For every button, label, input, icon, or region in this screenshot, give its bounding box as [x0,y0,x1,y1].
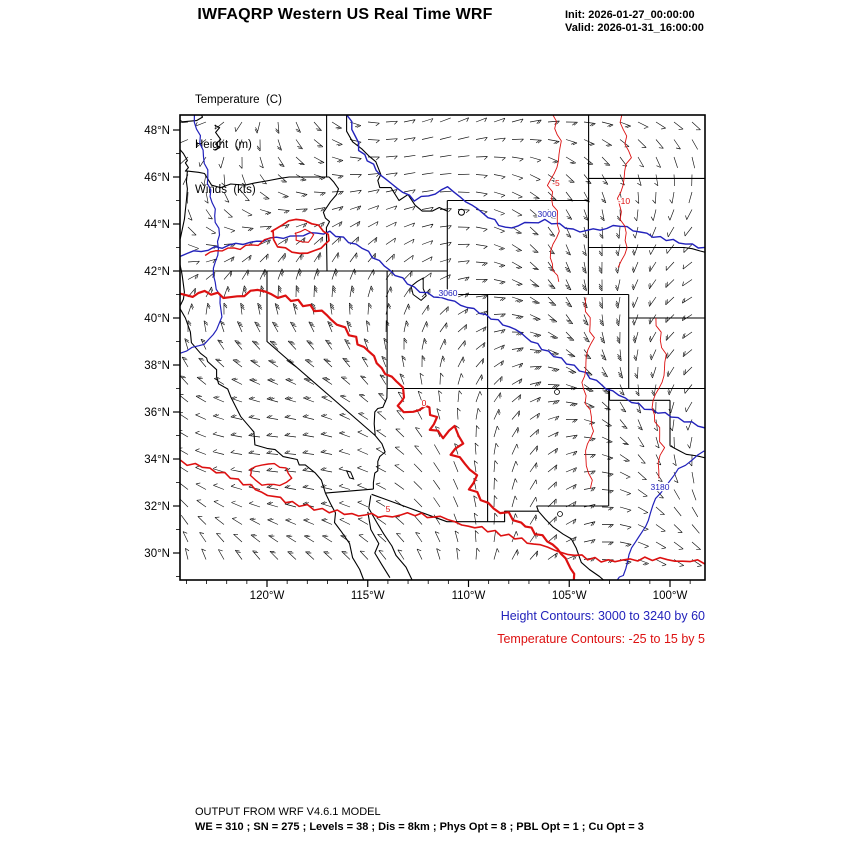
height-contours-caption: Height Contours: 3000 to 3240 by 60 [500,609,705,623]
contour-label: 3180 [651,482,670,492]
state-border-line [588,246,705,253]
temperature-contours-line [180,288,576,580]
temperature-contours-line [204,236,272,257]
lat-tick-label: 46°N [144,172,170,184]
lat-tick-label: 48°N [144,125,170,137]
temperature-contours-line [270,218,330,255]
temperature-contours-line [180,459,705,565]
state-border-line [325,488,374,494]
lon-tick-label: 100°W [653,590,688,602]
state-border-line [536,505,539,512]
state-border-line [371,493,604,580]
height-contours-line [346,115,705,249]
lat-tick-label: 40°N [144,313,170,325]
height-contours-line [180,115,223,354]
temperature-contours-caption: Temperature Contours: -25 to 15 by 5 [497,632,705,646]
lake-outline [410,277,427,302]
state-border-line [372,388,388,490]
temperature-contours: 0 5 -5 -10 [180,115,705,580]
state-border-line [368,495,413,580]
temperature-contours-line [651,317,667,479]
state-border-line [266,271,376,436]
station-marker [554,389,560,395]
valid-timestamp: Valid: 2026-01-31_16:00:00 [565,22,704,34]
lon-tick-label: 120°W [250,590,285,602]
state-border-line [346,115,448,212]
temperature-contours-line [581,297,595,489]
lat-tick-label: 30°N [144,548,170,560]
contour-label: -10 [618,196,631,206]
footer-config-line: WE = 310 ; SN = 275 ; Levels = 38 ; Dis … [195,821,644,833]
legend-temperature: Temperature (C) [195,94,282,106]
footer-model-line: OUTPUT FROM WRF V4.6.1 MODEL [195,806,381,818]
state-border-line [180,115,204,123]
lon-tick-label: 105°W [552,590,587,602]
temperature-contours-line [294,228,315,243]
lon-tick-label: 115°W [351,590,385,602]
lat-tick-label: 38°N [144,360,170,372]
temperature-contours-line [249,462,293,487]
lake-outline [345,470,355,480]
contour-label: 3060 [439,288,458,298]
contour-label: 3000 [538,209,557,219]
state-border-line [187,170,330,189]
temperature-contours-line [546,115,562,282]
height-contours-line [180,230,705,429]
map-frame: 48°N 46°N 44°N 42°N 40°N 38°N 36°N 34°N 32°N 30°N… [144,114,706,602]
height-contours-line [617,450,705,580]
state-border-line [367,511,391,578]
init-timestamp: Init: 2026-01-27_00:00:00 [565,9,695,21]
contour-label: 0 [422,398,427,408]
lat-tick-label: 32°N [144,501,170,513]
map-geography [180,115,705,580]
state-border-line [324,492,365,580]
temperature-contours-line [617,115,632,268]
lon-tick-label: 110°W [452,590,486,602]
state-border-line [669,445,705,459]
state-border-line [180,148,326,494]
height-contours: 3000 3060 3180 [180,115,705,580]
lake-outline [457,208,465,216]
station-marker [557,511,563,517]
page-title: IWFAQRP Western US Real Time WRF [197,6,493,23]
state-border-line [322,176,340,272]
lat-tick-label: 42°N [144,266,170,278]
lat-tick-label: 34°N [144,454,170,466]
lat-tick-label: 44°N [144,219,170,231]
contour-label: -5 [552,178,560,188]
contour-label: 5 [386,504,391,514]
state-border-line [214,124,222,151]
lat-tick-label: 36°N [144,407,170,419]
